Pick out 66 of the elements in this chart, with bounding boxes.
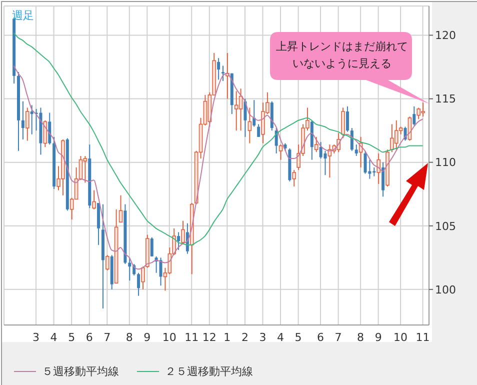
x-tick-label: 5 xyxy=(68,330,76,344)
candlestick xyxy=(278,144,283,160)
candlestick xyxy=(382,162,385,198)
candlestick xyxy=(141,266,145,290)
candlestick xyxy=(341,107,345,139)
candlestick xyxy=(118,194,123,223)
candlestick xyxy=(394,120,398,150)
candlestick xyxy=(30,104,34,135)
y-tick-label: 105 xyxy=(435,220,456,233)
x-tick-label: 7 xyxy=(104,330,111,344)
candlestick xyxy=(416,107,421,120)
candlestick xyxy=(346,106,349,132)
y-tick-label: 110 xyxy=(435,156,456,170)
candlestick xyxy=(354,144,358,156)
candlestick xyxy=(83,155,88,184)
y-tick-label: 100 xyxy=(435,283,456,296)
x-tick-label: 11 xyxy=(184,330,199,344)
candlestick xyxy=(217,58,220,80)
x-tick-label: 6 xyxy=(317,330,324,344)
candlestick xyxy=(106,254,110,271)
candlestick xyxy=(21,100,24,140)
x-tick-label: 4 xyxy=(277,330,284,344)
x-tick-label: 9 xyxy=(144,330,151,344)
y-tick-label: 115 xyxy=(435,92,456,106)
annotation: 上昇トレンドはまだ崩れていないように見える xyxy=(275,39,409,72)
candlestick xyxy=(324,150,327,176)
x-tick-label: 4 xyxy=(50,330,58,344)
candlestick xyxy=(234,90,238,132)
x-tick-label: 8 xyxy=(357,330,364,344)
y-tick-label: 120 xyxy=(435,29,456,42)
candlestick xyxy=(252,100,256,128)
candlestick xyxy=(48,112,52,146)
candlestick xyxy=(314,136,318,153)
candlestick xyxy=(257,124,260,138)
candlestick xyxy=(238,88,243,132)
candlestick xyxy=(128,257,132,282)
legend-label: ２５週移動平均線 xyxy=(165,364,253,379)
x-tick-label: 12 xyxy=(202,330,216,344)
candlestick xyxy=(248,107,252,144)
x-tick-label: 3 xyxy=(259,330,266,344)
candlestick xyxy=(137,272,140,296)
candlestick xyxy=(244,98,247,138)
x-tick-label: 10 xyxy=(394,330,408,344)
x-tick-label: 10 xyxy=(162,330,176,344)
x-tick-label: 8 xyxy=(126,330,133,344)
candlestick xyxy=(292,169,296,187)
x-tick-label: 11 xyxy=(416,330,430,344)
x-tick-label: 6 xyxy=(86,330,93,344)
candlestick xyxy=(177,232,180,251)
candlestick xyxy=(159,257,162,286)
candlestick xyxy=(150,236,154,257)
candlestick xyxy=(25,107,30,142)
legend-label: ５週移動平均線 xyxy=(42,364,119,379)
x-tick-label: 7 xyxy=(334,330,342,344)
x-tick-label: 9 xyxy=(374,330,382,344)
candlestick xyxy=(181,220,185,244)
x-tick-label: 1 xyxy=(224,330,231,344)
x-tick-label: 2 xyxy=(241,330,248,344)
x-tick-label: 5 xyxy=(294,330,302,344)
candlestick xyxy=(92,190,96,210)
candlestick xyxy=(412,106,416,126)
candlestick xyxy=(222,65,224,82)
candlestick xyxy=(364,150,367,174)
chart-title: 週足 xyxy=(12,8,34,23)
x-tick-label: 3 xyxy=(32,330,40,344)
candlestick xyxy=(376,152,380,184)
